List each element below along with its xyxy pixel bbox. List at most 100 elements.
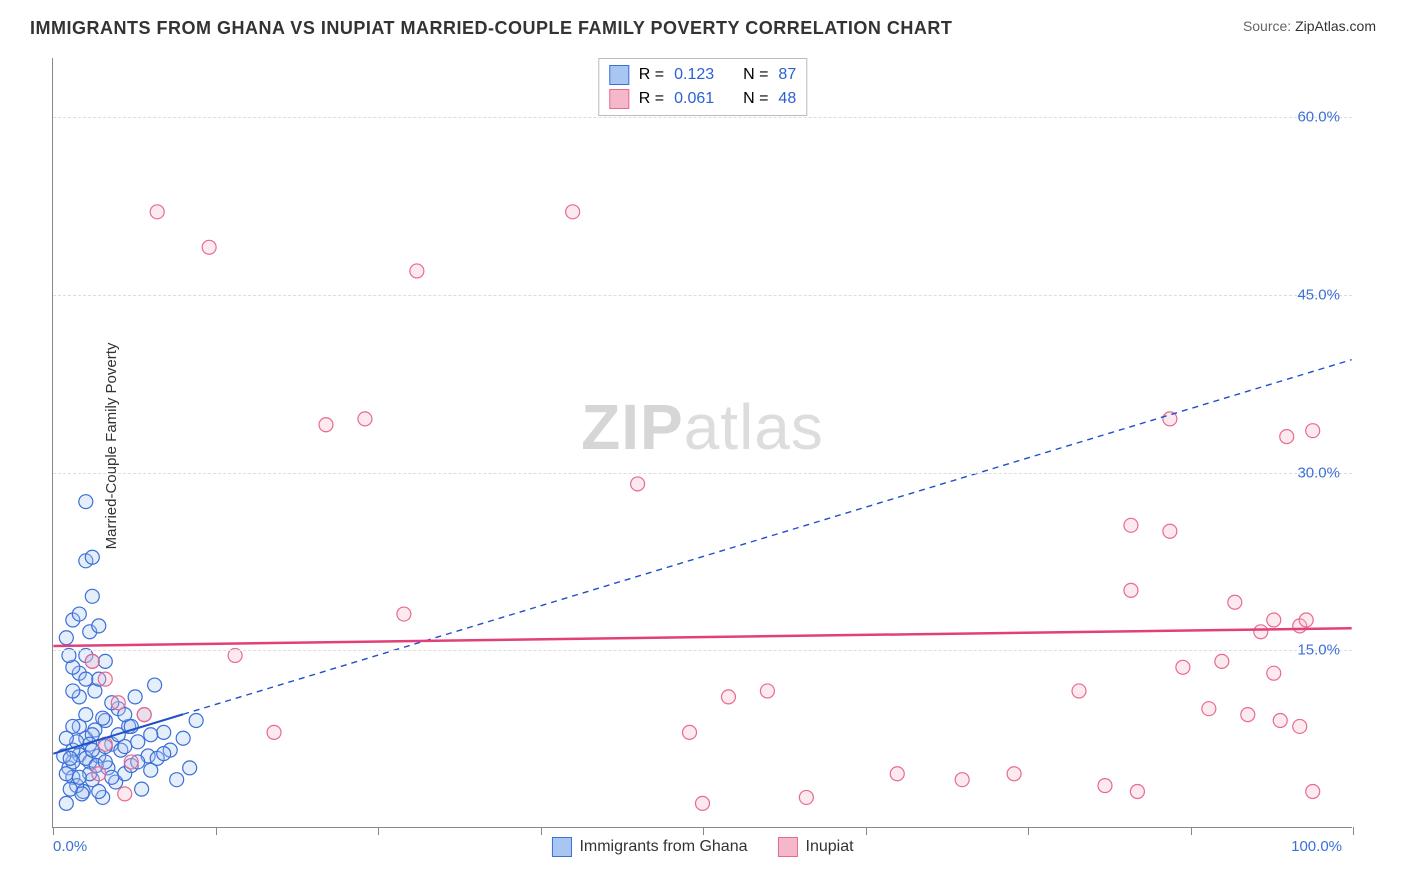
data-point — [59, 796, 73, 810]
data-point — [683, 725, 697, 739]
data-point — [79, 708, 93, 722]
data-point — [66, 719, 80, 733]
data-point — [98, 654, 112, 668]
y-tick-label: 15.0% — [1297, 642, 1340, 659]
legend-bottom-swatch-inupiat — [778, 837, 798, 857]
data-point — [955, 773, 969, 787]
data-point — [267, 725, 281, 739]
data-point — [157, 747, 171, 761]
data-point — [176, 731, 190, 745]
legend-swatch-inupiat — [609, 89, 629, 109]
data-point — [92, 785, 106, 799]
data-point — [79, 495, 93, 509]
data-point — [1202, 702, 1216, 716]
data-point — [131, 735, 145, 749]
x-tick — [378, 827, 379, 835]
data-point — [72, 770, 86, 784]
legend-label-inupiat: Inupiat — [806, 838, 854, 856]
n-value-inupiat: 48 — [778, 90, 796, 108]
data-point — [98, 672, 112, 686]
data-point — [85, 654, 99, 668]
data-point — [1176, 660, 1190, 674]
data-point — [157, 725, 171, 739]
y-tick-label: 45.0% — [1297, 286, 1340, 303]
chart-plot-area: ZIPatlas R = 0.123 N = 87 R = 0.061 N = … — [52, 58, 1352, 828]
x-tick — [216, 827, 217, 835]
data-point — [397, 607, 411, 621]
data-point — [144, 728, 158, 742]
data-point — [63, 751, 77, 765]
data-point — [66, 684, 80, 698]
gridline — [53, 295, 1352, 296]
data-point — [118, 787, 132, 801]
legend-row-inupiat: R = 0.061 N = 48 — [609, 87, 796, 111]
x-tick — [1353, 827, 1354, 835]
legend-swatch-ghana — [609, 65, 629, 85]
r-label: R = — [639, 90, 664, 108]
data-point — [631, 477, 645, 491]
data-point — [1267, 666, 1281, 680]
legend-row-ghana: R = 0.123 N = 87 — [609, 63, 796, 87]
x-tick — [703, 827, 704, 835]
data-point — [1163, 524, 1177, 538]
data-point — [1273, 714, 1287, 728]
n-label: N = — [743, 90, 768, 108]
scatter-plot-svg — [53, 58, 1352, 827]
data-point — [137, 708, 151, 722]
data-point — [202, 240, 216, 254]
data-point — [148, 678, 162, 692]
gridline — [53, 473, 1352, 474]
data-point — [1124, 518, 1138, 532]
series-legend: Immigrants from Ghana Inupiat — [551, 837, 853, 857]
trend-line-extrapolated — [183, 360, 1351, 715]
data-point — [105, 770, 119, 784]
data-point — [1293, 719, 1307, 733]
data-point — [721, 690, 735, 704]
data-point — [890, 767, 904, 781]
gridline — [53, 650, 1352, 651]
data-point — [1306, 785, 1320, 799]
data-point — [170, 773, 184, 787]
legend-item-inupiat: Inupiat — [778, 837, 854, 857]
correlation-legend: R = 0.123 N = 87 R = 0.061 N = 48 — [598, 58, 807, 116]
data-point — [92, 767, 106, 781]
x-tick — [541, 827, 542, 835]
source-value: ZipAtlas.com — [1295, 18, 1376, 34]
gridline — [53, 117, 1352, 118]
legend-item-ghana: Immigrants from Ghana — [551, 837, 747, 857]
legend-label-ghana: Immigrants from Ghana — [579, 838, 747, 856]
y-tick-label: 60.0% — [1297, 109, 1340, 126]
data-point — [1215, 654, 1229, 668]
data-point — [128, 690, 142, 704]
data-point — [79, 672, 93, 686]
data-point — [189, 714, 203, 728]
data-point — [799, 790, 813, 804]
data-point — [1241, 708, 1255, 722]
x-tick — [866, 827, 867, 835]
data-point — [358, 412, 372, 426]
data-point — [63, 782, 77, 796]
y-tick-label: 30.0% — [1297, 464, 1340, 481]
data-point — [124, 755, 138, 769]
data-point — [111, 696, 125, 710]
data-point — [1124, 583, 1138, 597]
x-tick — [53, 827, 54, 835]
n-value-ghana: 87 — [778, 66, 796, 84]
data-point — [566, 205, 580, 219]
data-point — [1098, 779, 1112, 793]
chart-title: IMMIGRANTS FROM GHANA VS INUPIAT MARRIED… — [30, 18, 952, 39]
chart-header: IMMIGRANTS FROM GHANA VS INUPIAT MARRIED… — [0, 0, 1406, 45]
legend-bottom-swatch-ghana — [551, 837, 571, 857]
data-point — [319, 418, 333, 432]
data-point — [135, 782, 149, 796]
data-point — [72, 607, 86, 621]
r-value-inupiat: 0.061 — [674, 90, 714, 108]
data-point — [59, 631, 73, 645]
n-label: N = — [743, 66, 768, 84]
data-point — [1007, 767, 1021, 781]
data-point — [1072, 684, 1086, 698]
data-point — [85, 589, 99, 603]
x-tick — [1028, 827, 1029, 835]
data-point — [92, 619, 106, 633]
data-point — [1280, 430, 1294, 444]
